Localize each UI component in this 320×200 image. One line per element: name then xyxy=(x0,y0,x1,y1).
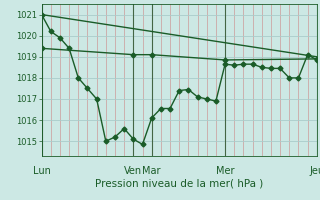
X-axis label: Pression niveau de la mer( hPa ): Pression niveau de la mer( hPa ) xyxy=(95,179,263,188)
